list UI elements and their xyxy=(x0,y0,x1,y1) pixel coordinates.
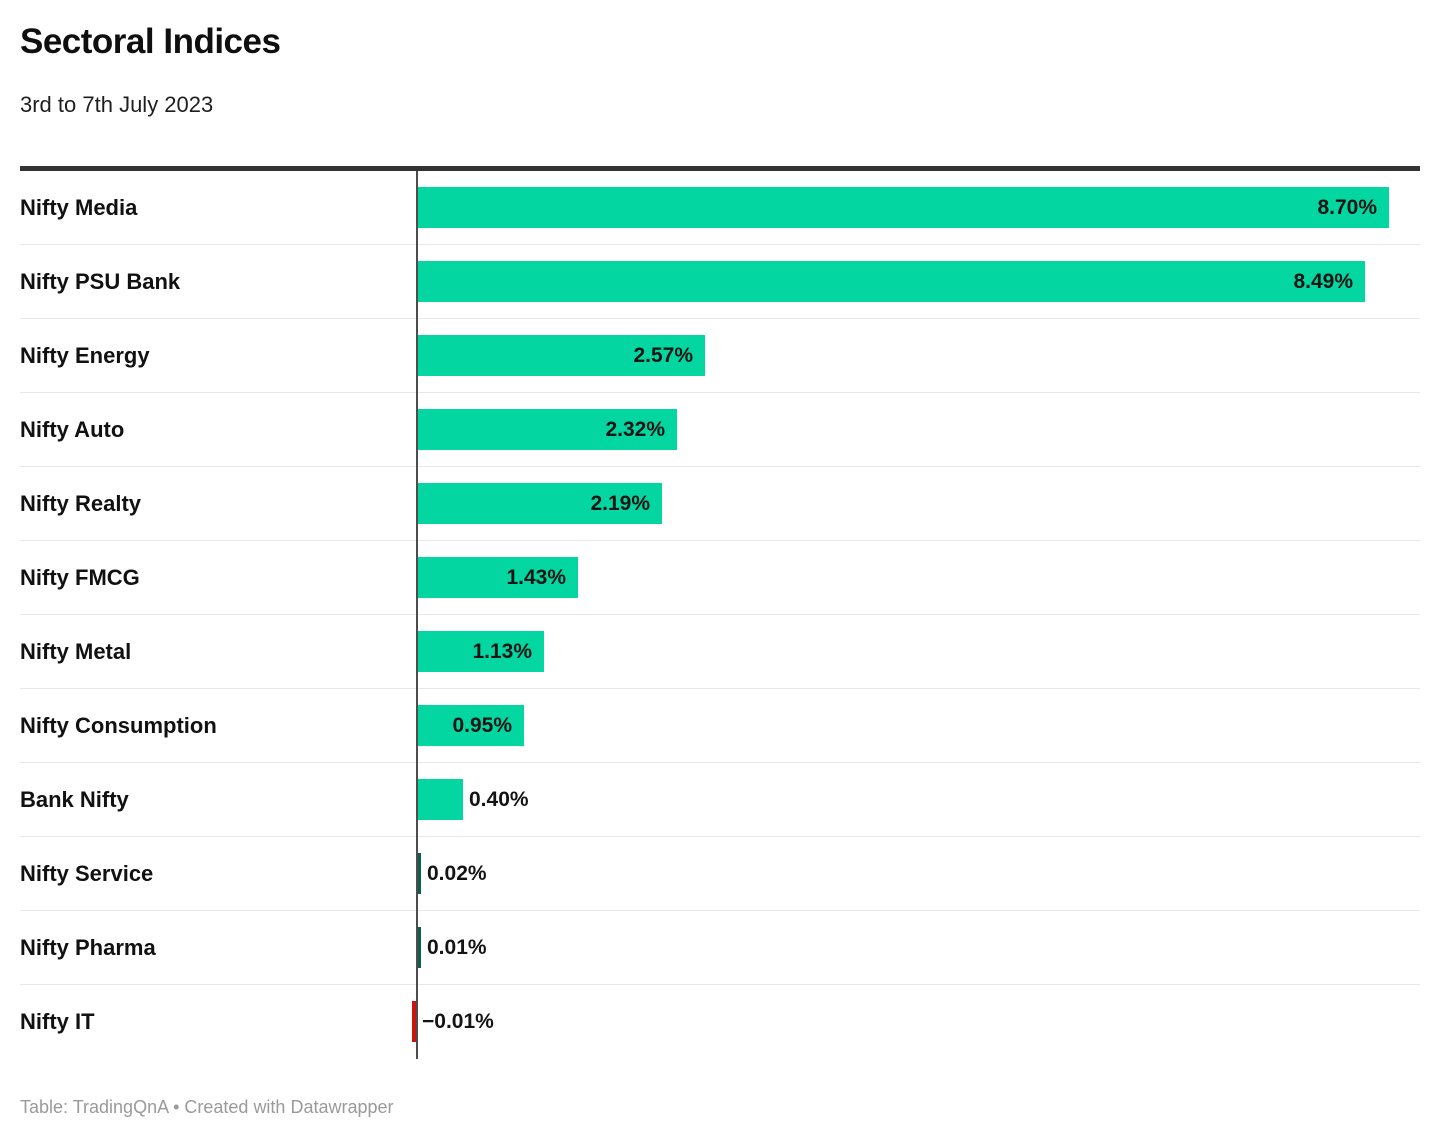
chart-row: Nifty IT −0.01% xyxy=(20,985,1420,1059)
row-label: Nifty FMCG xyxy=(20,565,140,590)
row-label: Nifty Metal xyxy=(20,639,132,664)
value-bar xyxy=(412,1001,416,1042)
value-bar xyxy=(418,187,1389,228)
chart-row: Nifty Realty 2.19% xyxy=(20,467,1420,541)
row-label: Nifty PSU Bank xyxy=(20,269,181,294)
bar-value-label: 1.43% xyxy=(506,566,566,589)
row-label: Nifty Realty xyxy=(20,491,142,516)
chart-row: Nifty Service 0.02% xyxy=(20,837,1420,911)
row-label: Nifty Media xyxy=(20,195,138,220)
bar-value-label: 0.40% xyxy=(469,788,529,811)
row-label: Nifty Pharma xyxy=(20,935,156,960)
bar-value-label: 0.01% xyxy=(427,936,487,959)
bar-value-label: 2.32% xyxy=(605,418,665,441)
value-bar xyxy=(418,409,677,450)
value-bar xyxy=(418,779,463,820)
row-label: Nifty IT xyxy=(20,1009,95,1034)
chart-title: Sectoral Indices xyxy=(20,22,281,61)
row-label: Bank Nifty xyxy=(20,787,129,812)
value-bar xyxy=(418,705,524,746)
bar-value-label: 8.70% xyxy=(1317,196,1377,219)
bar-value-label: 2.19% xyxy=(590,492,650,515)
value-bar xyxy=(418,631,544,672)
baseline-axis xyxy=(416,171,418,1059)
bar-value-label: 8.49% xyxy=(1293,270,1353,293)
chart-row: Nifty Auto 2.32% xyxy=(20,393,1420,467)
bar-chart: Nifty Media 8.70% Nifty PSU Bank 8.49% Nifty… xyxy=(20,171,1420,1059)
chart-row: Nifty Media 8.70% xyxy=(20,171,1420,245)
row-label: Nifty Energy xyxy=(20,343,150,368)
chart-subtitle: 3rd to 7th July 2023 xyxy=(20,92,214,117)
bar-value-label: 0.02% xyxy=(427,862,487,885)
chart-row: Nifty Pharma 0.01% xyxy=(20,911,1420,985)
chart-row: Nifty Metal 1.13% xyxy=(20,615,1420,689)
value-bar xyxy=(418,557,578,598)
chart-row: Nifty Consumption 0.95% xyxy=(20,689,1420,763)
value-bar xyxy=(418,853,421,894)
row-label: Nifty Service xyxy=(20,861,154,886)
chart-row: Bank Nifty 0.40% xyxy=(20,763,1420,837)
value-bar xyxy=(418,261,1365,302)
bar-value-label: 0.95% xyxy=(452,714,512,737)
row-label: Nifty Consumption xyxy=(20,713,217,738)
value-bar xyxy=(418,483,662,524)
bar-value-label: 2.57% xyxy=(633,344,693,367)
bar-value-label: 1.13% xyxy=(472,640,532,663)
value-bar xyxy=(418,335,705,376)
bar-value-label: −0.01% xyxy=(422,1010,494,1033)
chart-header-rule xyxy=(20,166,1420,171)
value-bar xyxy=(418,927,421,968)
attribution: Table: TradingQnA • Created with Datawra… xyxy=(20,1097,394,1117)
chart-row: Nifty PSU Bank 8.49% xyxy=(20,245,1420,319)
chart-row: Nifty FMCG 1.43% xyxy=(20,541,1420,615)
row-label: Nifty Auto xyxy=(20,417,125,442)
chart-row: Nifty Energy 2.57% xyxy=(20,319,1420,393)
